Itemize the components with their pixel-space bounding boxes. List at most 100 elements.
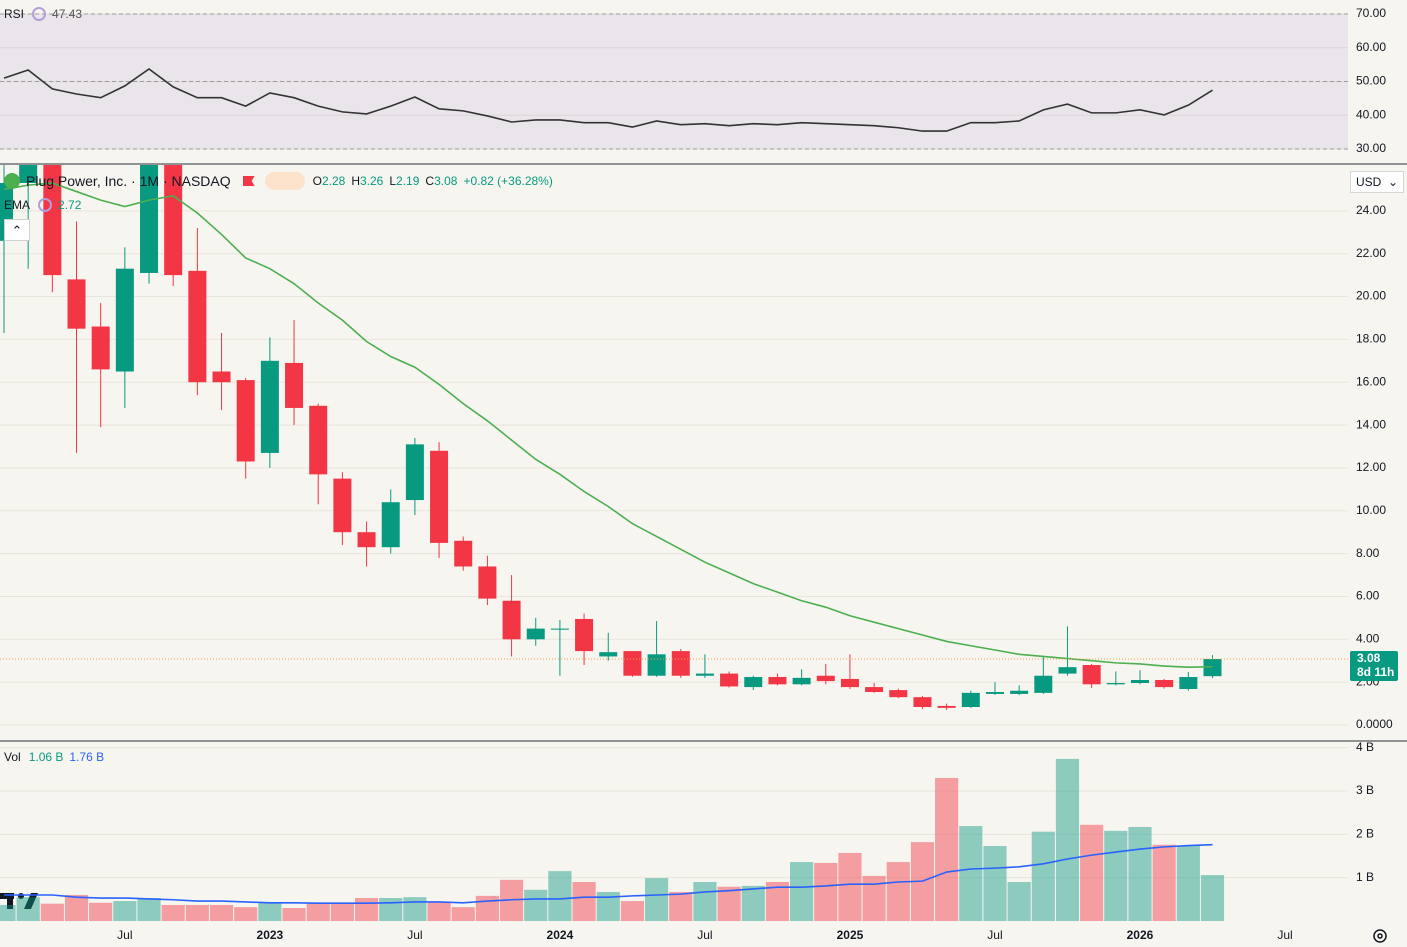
last-price-label: 3.08 bbox=[1357, 651, 1381, 665]
volume-bar bbox=[548, 871, 572, 921]
volume-bar bbox=[1176, 846, 1200, 921]
candle-body bbox=[430, 450, 449, 543]
x-tick-label: 2025 bbox=[837, 928, 864, 942]
candle-body bbox=[840, 678, 859, 688]
candle-body bbox=[526, 628, 545, 640]
volume-bar bbox=[16, 897, 40, 921]
pane bbox=[0, 747, 1348, 921]
ohlc-letter: L bbox=[389, 174, 397, 188]
y-tick-label: 24.00 bbox=[1356, 203, 1386, 217]
y-tick-label: 22.00 bbox=[1356, 246, 1386, 260]
candle-body bbox=[671, 651, 690, 676]
candle-body bbox=[768, 677, 787, 685]
candle-body bbox=[260, 360, 279, 453]
x-tick-label: Jul bbox=[987, 928, 1002, 942]
currency-dropdown[interactable]: USD ⌄ bbox=[1350, 171, 1404, 193]
volume-bar bbox=[475, 895, 499, 921]
x-tick-label: Jul bbox=[697, 928, 712, 942]
volume-bar bbox=[427, 901, 451, 921]
candle-body bbox=[357, 532, 376, 548]
rsi-title: RSI bbox=[4, 7, 25, 21]
volume-bar bbox=[1080, 824, 1104, 921]
volume-bar bbox=[935, 777, 959, 921]
volume-bar bbox=[959, 826, 983, 921]
volume-bar bbox=[354, 898, 379, 921]
y-tick-label: 50.00 bbox=[1356, 74, 1386, 88]
volume-value: 1.06 B bbox=[28, 750, 64, 764]
x-tick-label: 2026 bbox=[1127, 928, 1154, 942]
y-tick-label: 3 B bbox=[1356, 783, 1374, 797]
settings-icon[interactable] bbox=[1373, 929, 1387, 943]
volume-bar bbox=[113, 901, 137, 921]
candle-body bbox=[695, 673, 714, 676]
ema-icon[interactable] bbox=[38, 198, 53, 212]
volume-bar bbox=[620, 901, 645, 921]
y-tick-label: 16.00 bbox=[1356, 374, 1386, 388]
volume-bar bbox=[741, 885, 765, 921]
rsi-icon[interactable] bbox=[32, 7, 47, 21]
chevron: ⌄ bbox=[1387, 175, 1398, 189]
volume-bar bbox=[1055, 758, 1080, 921]
volume-bar bbox=[572, 881, 596, 921]
ohlc-value: 2.28 bbox=[321, 174, 346, 188]
y-tick-label: 2 B bbox=[1356, 826, 1374, 840]
pane bbox=[0, 165, 1348, 726]
volume-bar bbox=[862, 875, 886, 921]
y-tick-label: 20.00 bbox=[1356, 289, 1386, 303]
volume-bar bbox=[1104, 830, 1128, 921]
y-tick-label: 18.00 bbox=[1356, 332, 1386, 346]
x-tick-label: Jul bbox=[117, 928, 132, 942]
volume-legend: Vol 1.06 B 1.76 B bbox=[4, 749, 104, 765]
volume-bar bbox=[258, 902, 282, 921]
candle-body bbox=[985, 692, 1004, 694]
candle-body bbox=[1155, 680, 1174, 688]
collapse-button[interactable]: ⌃ bbox=[4, 219, 30, 241]
volume-bar bbox=[886, 862, 910, 921]
pane bbox=[0, 13, 1348, 150]
candle-body bbox=[720, 673, 739, 687]
candle-body bbox=[309, 405, 328, 475]
candle-body bbox=[188, 270, 207, 383]
candle-body bbox=[454, 540, 473, 567]
flag-icon[interactable] bbox=[242, 176, 255, 186]
x-tick-label: Jul bbox=[407, 928, 422, 942]
candle-body bbox=[236, 380, 255, 462]
volume-bar bbox=[0, 904, 16, 921]
y-tick-label: 4.00 bbox=[1356, 631, 1380, 645]
volume-bar bbox=[330, 902, 354, 921]
candle-body bbox=[961, 692, 980, 708]
candle-body bbox=[1179, 677, 1198, 690]
y-tick-label: 40.00 bbox=[1356, 107, 1386, 121]
volume-bar bbox=[983, 846, 1007, 921]
ohlc-value: 2.19 bbox=[396, 174, 420, 188]
volume-bar bbox=[765, 881, 790, 921]
volume-bar bbox=[451, 907, 475, 921]
ema-line bbox=[3, 182, 1213, 668]
ema-legend: EMA 2.72 bbox=[4, 196, 81, 214]
candle-body bbox=[91, 326, 110, 370]
volume-bar bbox=[669, 891, 693, 921]
volume-bar bbox=[1128, 826, 1152, 921]
y-tick-label: 8.00 bbox=[1356, 546, 1380, 560]
volume-ma-line bbox=[4, 843, 1213, 905]
volume-bar bbox=[40, 903, 64, 921]
y-tick-label: 6.00 bbox=[1356, 589, 1380, 603]
y-tick-label: 4 B bbox=[1356, 740, 1374, 754]
candle-body bbox=[405, 444, 424, 501]
candle-body bbox=[1058, 667, 1077, 674]
y-tick-label: 70.00 bbox=[1356, 6, 1386, 20]
candle-body bbox=[937, 705, 956, 708]
volume-bar bbox=[814, 862, 838, 921]
session-icon[interactable] bbox=[264, 172, 305, 190]
volume-bar bbox=[645, 878, 669, 921]
ohlc-letter: O bbox=[312, 174, 322, 188]
candle-body bbox=[744, 677, 763, 688]
volume-bar bbox=[89, 902, 113, 921]
symbol-title[interactable]: Plug Power, Inc. · 1M · NASDAQ bbox=[26, 173, 231, 189]
y-tick-label: 12.00 bbox=[1356, 460, 1386, 474]
candle-body bbox=[599, 652, 618, 657]
candle-body bbox=[865, 687, 884, 693]
candle-body bbox=[623, 651, 642, 676]
candle-body bbox=[575, 618, 594, 652]
